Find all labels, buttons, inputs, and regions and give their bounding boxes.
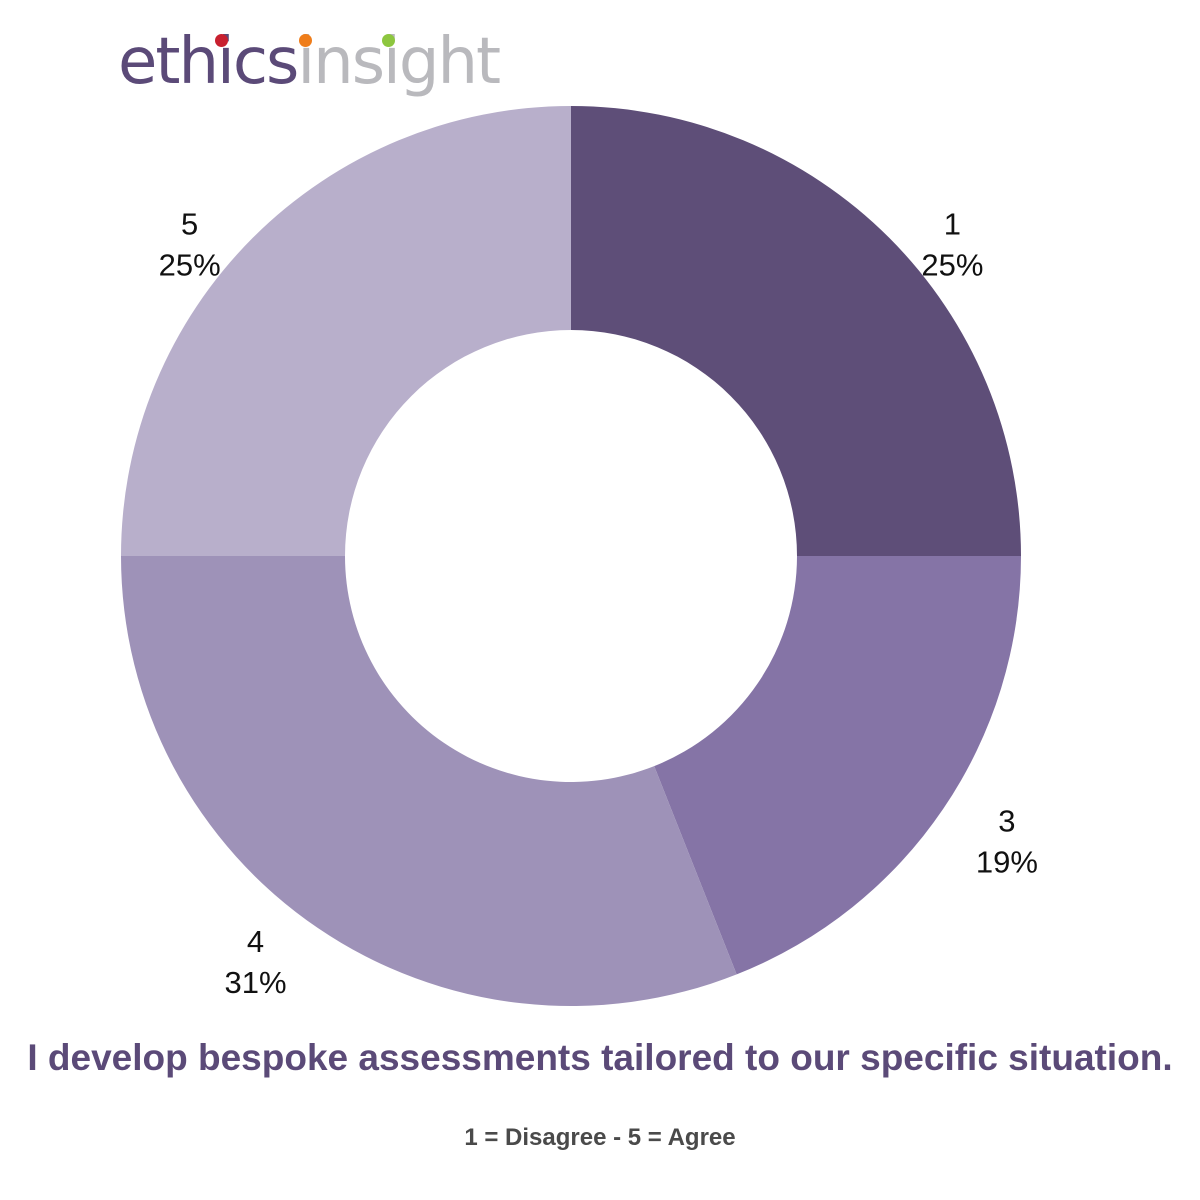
chart-subtitle: 1 = Disagree - 5 = Agree [464, 1124, 736, 1151]
slice-label-4: 4 [247, 924, 264, 959]
slice-label-1: 1 [944, 207, 961, 242]
slice-label-5: 5 [181, 207, 198, 242]
logo-word-insight: insight [297, 25, 501, 99]
slice-value-3: 19% [976, 844, 1038, 879]
logo-word-ethics: ethics [118, 25, 299, 99]
donut-slice-4 [121, 556, 737, 1007]
donut-slice-5 [121, 106, 571, 556]
donut-chart: 1 25% 3 19% 4 31% 5 25% [121, 106, 1038, 1007]
chart-title: I develop bespoke assessments tailored t… [27, 1037, 1173, 1078]
slice-value-1: 25% [921, 248, 983, 283]
brand-logo: ethicsinsight [118, 22, 501, 102]
slice-label-3: 3 [998, 803, 1015, 838]
donut-slice-1 [571, 106, 1021, 556]
logo-dot-green [382, 34, 395, 47]
donut-slice-3 [654, 556, 1021, 975]
slice-value-5: 25% [159, 248, 221, 283]
logo-dot-red [215, 34, 228, 47]
slice-value-4: 31% [225, 965, 287, 1000]
logo-dot-orange [299, 34, 312, 47]
